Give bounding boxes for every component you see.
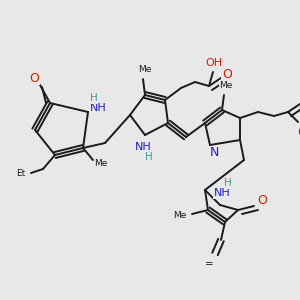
Text: O: O xyxy=(297,125,300,139)
Text: H: H xyxy=(90,93,98,103)
Text: Et: Et xyxy=(16,169,26,178)
Text: N: N xyxy=(209,146,219,160)
Text: NH: NH xyxy=(214,188,230,198)
Text: NH: NH xyxy=(135,142,152,152)
Text: Me: Me xyxy=(173,212,187,220)
Text: H: H xyxy=(145,152,153,162)
Text: Me: Me xyxy=(138,64,152,74)
Text: O: O xyxy=(257,194,267,206)
Text: Me: Me xyxy=(219,80,233,89)
Text: O: O xyxy=(222,68,232,80)
Text: Me: Me xyxy=(94,160,108,169)
Text: O: O xyxy=(29,71,39,85)
Text: OH: OH xyxy=(206,58,223,68)
Text: NH: NH xyxy=(90,103,106,113)
Text: =: = xyxy=(205,259,213,269)
Text: H: H xyxy=(224,178,232,188)
